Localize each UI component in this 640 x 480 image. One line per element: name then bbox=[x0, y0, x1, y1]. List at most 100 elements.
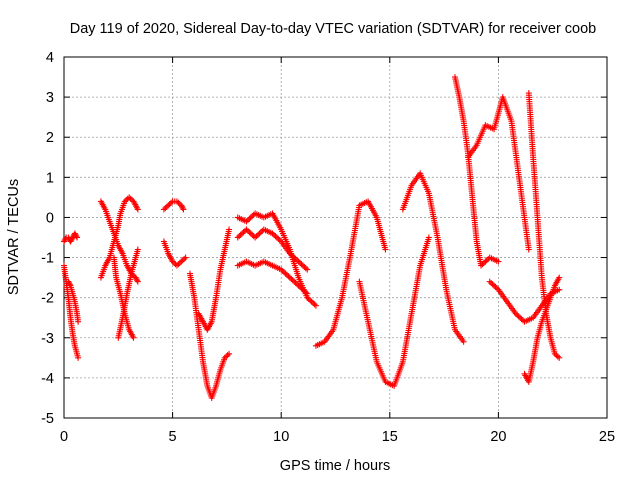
data-point bbox=[127, 195, 134, 202]
data-point bbox=[312, 302, 319, 309]
data-point bbox=[479, 261, 486, 268]
data-point bbox=[289, 277, 296, 284]
data-series bbox=[521, 274, 563, 385]
x-tick-label: 25 bbox=[599, 429, 615, 445]
data-point bbox=[175, 261, 182, 268]
data-point bbox=[493, 285, 500, 292]
data-point bbox=[512, 310, 519, 317]
data-point bbox=[488, 279, 495, 286]
data-point bbox=[132, 274, 139, 281]
data-point bbox=[181, 255, 188, 262]
data-point bbox=[307, 297, 314, 304]
data-point bbox=[121, 198, 128, 205]
data-point bbox=[221, 354, 228, 361]
data-point bbox=[270, 231, 277, 238]
data-point bbox=[308, 298, 315, 305]
data-point bbox=[61, 237, 68, 244]
data-point bbox=[292, 279, 299, 286]
data-point bbox=[243, 218, 250, 225]
data-point bbox=[551, 350, 558, 357]
data-point bbox=[279, 267, 286, 274]
x-tick-label: 20 bbox=[490, 429, 506, 445]
data-point bbox=[165, 202, 172, 209]
y-tick-label: 4 bbox=[46, 50, 54, 66]
data-series bbox=[312, 198, 389, 349]
data-point bbox=[478, 262, 485, 269]
data-point bbox=[68, 235, 75, 242]
data-series bbox=[61, 262, 82, 361]
data-point bbox=[75, 354, 82, 361]
y-tick-label: -1 bbox=[41, 251, 54, 267]
data-series bbox=[356, 234, 432, 389]
data-point bbox=[272, 233, 279, 240]
data-point bbox=[246, 215, 253, 222]
data-point bbox=[297, 259, 304, 266]
data-point bbox=[244, 217, 251, 224]
x-tick-label: 0 bbox=[60, 429, 68, 445]
data-point bbox=[294, 257, 301, 264]
data-point bbox=[179, 203, 186, 210]
data-point bbox=[237, 231, 244, 238]
data-point bbox=[491, 282, 498, 289]
data-point bbox=[173, 262, 180, 269]
data-point bbox=[556, 354, 563, 361]
data-point bbox=[133, 275, 140, 282]
data-series bbox=[234, 210, 319, 309]
data-point bbox=[134, 278, 141, 285]
y-tick-label: 1 bbox=[46, 170, 54, 186]
data-point bbox=[294, 281, 301, 288]
data-point bbox=[298, 261, 305, 268]
data-point bbox=[495, 258, 502, 265]
x-tick-label: 15 bbox=[382, 429, 398, 445]
data-series bbox=[186, 270, 233, 401]
y-tick-label: -2 bbox=[41, 291, 54, 307]
data-point bbox=[126, 194, 133, 201]
data-point bbox=[179, 205, 186, 212]
data-point bbox=[515, 313, 522, 320]
data-point bbox=[61, 238, 67, 245]
data-point bbox=[299, 262, 306, 269]
data-point bbox=[517, 314, 524, 321]
data-point bbox=[525, 246, 532, 253]
y-tick-label: 2 bbox=[46, 130, 54, 146]
x-tick-label: 10 bbox=[273, 429, 289, 445]
data-point bbox=[226, 350, 233, 357]
data-point bbox=[514, 312, 521, 319]
data-series bbox=[97, 198, 141, 285]
data-point bbox=[269, 230, 276, 237]
axis-ticks: 0 5 10 15 20 25 -5 -4 -3 -2 -1 0 1 2 3 4 bbox=[41, 50, 615, 445]
data-point bbox=[171, 259, 178, 266]
data-point bbox=[134, 277, 141, 284]
data-point bbox=[175, 199, 182, 206]
data-point bbox=[252, 234, 259, 241]
data-point bbox=[257, 229, 264, 236]
data-point bbox=[178, 258, 185, 265]
data-point bbox=[239, 230, 246, 237]
data-point bbox=[249, 213, 256, 220]
y-tick-label: -5 bbox=[41, 411, 54, 427]
data-series bbox=[399, 170, 467, 345]
data-point bbox=[169, 258, 176, 265]
y-tick-label: -3 bbox=[41, 331, 54, 347]
data-point bbox=[256, 230, 263, 237]
data-point bbox=[302, 265, 309, 272]
data-point bbox=[226, 226, 233, 233]
data-point bbox=[180, 206, 187, 213]
data-point bbox=[286, 274, 293, 281]
data-point bbox=[483, 257, 490, 264]
data-point bbox=[74, 234, 81, 241]
data-point bbox=[134, 206, 141, 213]
data-point bbox=[480, 259, 487, 266]
data-point bbox=[301, 263, 308, 270]
data-point bbox=[486, 278, 493, 285]
data-series bbox=[115, 246, 141, 341]
data-point bbox=[311, 301, 318, 308]
data-point bbox=[166, 201, 173, 208]
data-point bbox=[518, 316, 525, 323]
data-point bbox=[163, 203, 170, 210]
data-point bbox=[247, 230, 254, 237]
data-point bbox=[255, 231, 262, 238]
data-point bbox=[71, 230, 78, 237]
data-point bbox=[247, 214, 254, 221]
data-series bbox=[464, 94, 532, 253]
